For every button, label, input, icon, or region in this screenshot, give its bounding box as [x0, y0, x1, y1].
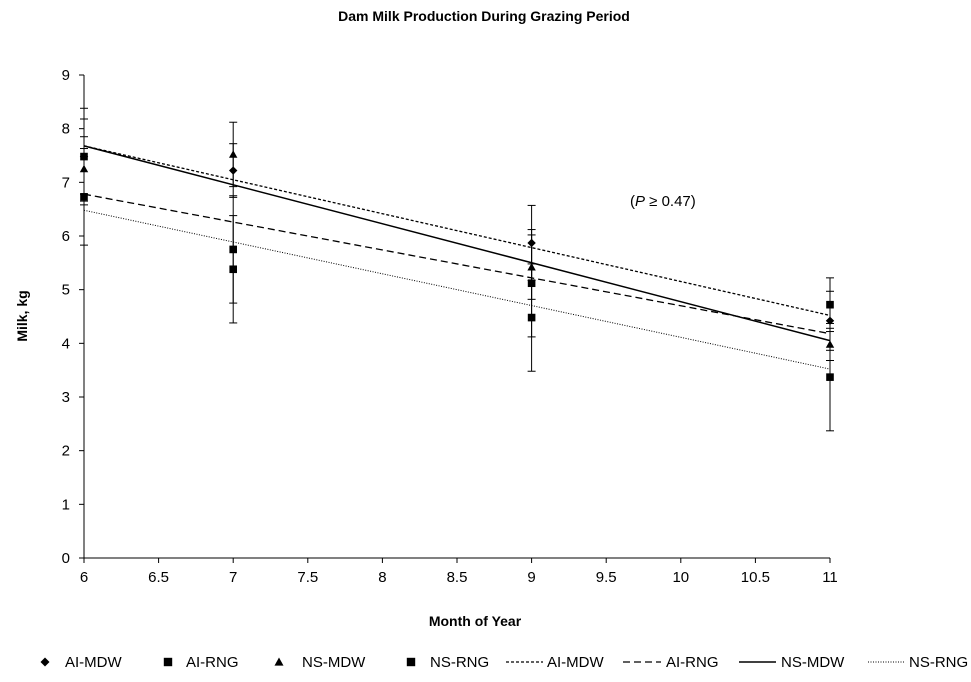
legend-label: NS-RNG	[909, 654, 968, 671]
legend-label: AI-MDW	[547, 654, 604, 671]
y-tick-label: 7	[62, 174, 70, 191]
legend-label: AI-RNG	[666, 654, 719, 671]
point-ai-mdw	[229, 166, 238, 175]
legend-label: NS-RNG	[430, 654, 489, 671]
x-tick-label: 10	[672, 569, 689, 586]
x-tick-label: 8.5	[447, 569, 468, 586]
legend-marker-ai-mdw	[40, 657, 50, 667]
legend: AI-MDW AI-RNG NS-MDW NS-RNG AI-MDW AI-RNG NS-M…	[40, 654, 968, 671]
point-ns-mdw	[229, 150, 238, 158]
y-tick-label: 2	[62, 443, 70, 460]
y-tick-label: 6	[62, 228, 70, 245]
point-ns-rng	[527, 313, 536, 322]
x-tick-label: 7	[229, 569, 237, 586]
y-tick-label: 4	[62, 335, 70, 352]
legend-marker-ns-mdw	[274, 657, 284, 666]
error-bars	[80, 107, 834, 432]
y-tick-label: 3	[62, 389, 70, 406]
p-value-annotation: (P ≥ 0.47)	[630, 193, 696, 210]
point-ns-mdw	[825, 340, 835, 348]
y-tick-label: 9	[62, 67, 70, 84]
x-axis-title: Month of Year	[429, 613, 522, 629]
trendline-ai-rng	[83, 193, 831, 335]
x-tick-label: 11	[822, 569, 838, 586]
x-tick-label: 8	[378, 569, 386, 586]
x-tick-label: 9.5	[596, 569, 617, 586]
axes: 0 1 2 3 4 5 6 7 8 9 6 6.5 7 7.5 8 8.5 9 9.5 10 10.5 11	[62, 67, 838, 586]
trendline-ai-mdw	[83, 145, 831, 317]
point-ns-mdw	[79, 164, 89, 173]
point-ai-rng	[229, 245, 237, 254]
legend-label: AI-RNG	[186, 654, 239, 671]
point-ai-rng	[80, 193, 88, 201]
y-tick-label: 8	[62, 121, 70, 138]
y-tick-label: 5	[62, 282, 70, 299]
legend-label: NS-MDW	[781, 654, 845, 671]
point-ai-rng	[826, 300, 834, 309]
x-tick-label: 6.5	[148, 569, 169, 586]
legend-marker-ns-rng	[406, 657, 416, 667]
point-ns-rng	[826, 373, 834, 381]
y-tick-label: 0	[62, 550, 70, 567]
y-axis-title: Milk, kg	[14, 290, 30, 341]
x-tick-label: 6	[80, 569, 88, 586]
chart-title: Dam Milk Production During Grazing Perio…	[338, 8, 630, 24]
point-ns-rng	[229, 265, 237, 274]
trendlines	[83, 145, 831, 370]
data-points	[79, 150, 835, 381]
x-tick-label: 9	[527, 569, 535, 586]
x-tick-label: 7.5	[297, 569, 318, 586]
legend-marker-ai-rng	[163, 657, 173, 667]
x-tick-label: 10.5	[741, 569, 770, 586]
legend-label: AI-MDW	[65, 654, 122, 671]
point-ns-rng	[80, 152, 88, 161]
point-ai-mdw	[527, 238, 536, 248]
point-ai-mdw	[825, 316, 835, 325]
trendline-ns-rng	[83, 209, 831, 370]
y-tick-label: 1	[62, 496, 70, 513]
legend-label: NS-MDW	[302, 654, 366, 671]
point-ns-mdw	[527, 262, 536, 271]
point-ai-rng	[527, 279, 536, 288]
trendline-ns-mdw	[83, 145, 831, 342]
